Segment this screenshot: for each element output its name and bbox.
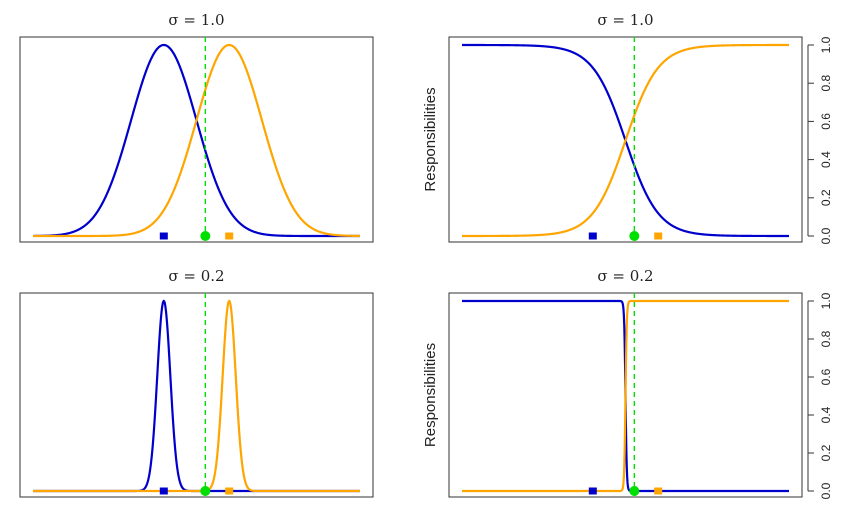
panel-title: σ = 0.2 <box>168 267 224 285</box>
mean-marker-1 <box>159 487 168 495</box>
y-tick-label: 0.0 <box>819 482 833 499</box>
y-tick-label: 0.8 <box>819 75 833 92</box>
panel-2: σ = 1.0 0.0 0.2 0.4 0.6 0.8 1.0 Responsibilitie… <box>422 11 833 244</box>
series-line-1 <box>33 299 360 493</box>
series-line-2 <box>33 299 360 493</box>
series-line-2 <box>462 299 789 493</box>
y-axis-label: Responsibilities <box>422 87 439 191</box>
y-tick-label: 0.8 <box>819 330 833 347</box>
mean-marker-1 <box>588 232 597 240</box>
y-tick-label: 0.4 <box>819 151 833 168</box>
series-line-1 <box>32 43 360 238</box>
mean-marker-2 <box>654 232 663 240</box>
mean-marker-2 <box>225 232 234 240</box>
panel-4: σ = 0.2 0.0 0.2 0.4 0.6 0.8 1.0 Responsibilitie… <box>422 267 833 499</box>
y-tick-label: 1.0 <box>819 36 833 53</box>
y-tick-label: 0.6 <box>819 113 833 130</box>
panel-title: σ = 0.2 <box>597 267 653 285</box>
panel-1: σ = 1.0 <box>19 11 374 243</box>
mean-marker-1 <box>159 232 168 240</box>
plot-frame <box>448 292 803 498</box>
query-point <box>629 486 640 496</box>
mean-marker-1 <box>588 487 597 495</box>
mean-marker-2 <box>225 487 234 495</box>
y-tick-label: 0.4 <box>819 406 833 423</box>
plot-frame <box>448 36 803 243</box>
series-line-2 <box>462 43 789 238</box>
query-point <box>200 486 211 496</box>
y-tick-label: 1.0 <box>819 292 833 309</box>
y-tick-label: 0.0 <box>819 227 833 244</box>
plot-frame <box>19 36 374 243</box>
y-tick-label: 0.2 <box>819 189 833 206</box>
panel-title: σ = 1.0 <box>168 11 224 29</box>
y-axis-label: Responsibilities <box>422 343 439 447</box>
query-point <box>200 231 211 241</box>
y-tick-label: 0.2 <box>819 444 833 461</box>
series-line-2 <box>33 43 361 238</box>
mean-marker-2 <box>654 487 663 495</box>
panel-3: σ = 0.2 <box>19 267 374 498</box>
y-tick-label: 0.6 <box>819 368 833 385</box>
query-point <box>629 231 640 241</box>
plot-frame <box>19 292 374 498</box>
panel-title: σ = 1.0 <box>597 11 653 29</box>
